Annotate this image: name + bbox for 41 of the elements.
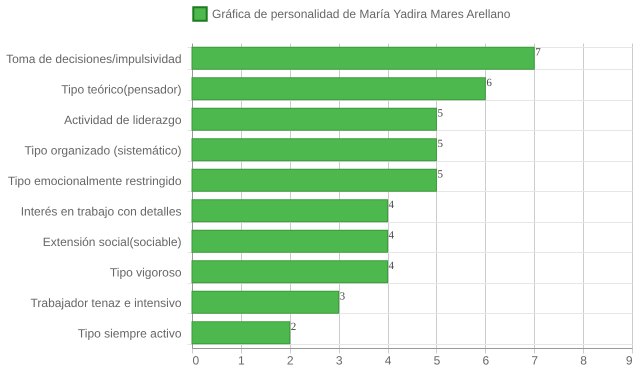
data-label: 6: [486, 76, 492, 89]
y-tick-label: Tipo vigoroso: [110, 265, 182, 280]
y-tick-label: Tipo teórico(pensador): [61, 82, 182, 96]
x-tick-label: 9: [626, 354, 633, 368]
data-label: 5: [437, 107, 444, 120]
data-label: 5: [437, 168, 444, 180]
y-tick-label: Actividad de liderazgo: [64, 112, 182, 127]
x-tick-label: 0: [192, 354, 200, 368]
x-tick-label: 4: [384, 354, 392, 368]
data-label: 4: [388, 229, 395, 242]
bar: [192, 108, 437, 131]
x-tick-label: 6: [482, 354, 490, 368]
data-label: 4: [388, 260, 395, 272]
bar: [192, 199, 388, 222]
x-tick-label: 5: [434, 354, 441, 368]
data-label: 3: [340, 290, 346, 302]
y-tick-label: Tipo organizado (sistemático): [24, 143, 182, 158]
y-tick-label: Extensión social(sociable): [42, 234, 182, 249]
bar: [192, 168, 437, 192]
bar: [192, 230, 388, 253]
data-label: 5: [437, 138, 444, 150]
data-label: 4: [388, 198, 395, 211]
y-tick-label: Tipo siempre activo: [78, 326, 182, 340]
y-tick-label: Tipo emocionalmente restringido: [8, 174, 182, 188]
bar: [192, 321, 290, 344]
data-label: 7: [535, 46, 542, 58]
y-tick-label: Trabajador tenaz e intensivo: [30, 296, 182, 310]
y-tick-label: Toma de decisiones/impulsividad: [6, 52, 182, 66]
x-tick-label: 2: [286, 354, 294, 368]
bar: [192, 290, 340, 314]
x-tick-label: 8: [580, 354, 588, 368]
bar: [192, 46, 535, 70]
x-tick-label: 3: [336, 354, 343, 368]
x-tick-label: 7: [531, 354, 538, 368]
bar: [192, 77, 486, 100]
bar: [192, 260, 388, 284]
legend-label: Gráfica de personalidad de María Yadira Mares Arellano: [212, 7, 511, 21]
bar: [192, 138, 437, 162]
y-tick-label: Interés en trabajo con detalles: [20, 204, 182, 218]
data-label: 2: [290, 320, 296, 333]
x-tick-label: 1: [238, 354, 246, 368]
